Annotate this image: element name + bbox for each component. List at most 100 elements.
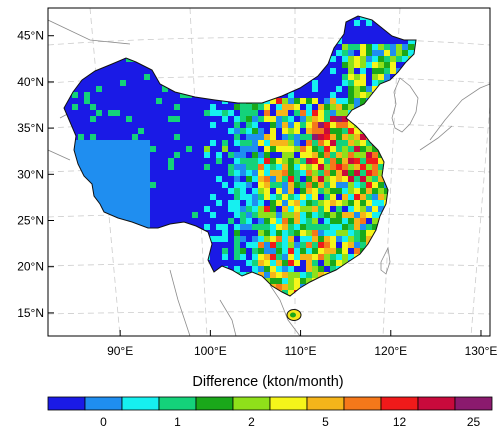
grid-cell bbox=[126, 134, 133, 141]
grid-cell bbox=[348, 32, 355, 39]
grid-cell bbox=[336, 218, 343, 225]
grid-cell bbox=[132, 104, 139, 111]
grid-cell bbox=[270, 128, 277, 135]
grid-cell bbox=[156, 194, 163, 201]
grid-cell bbox=[342, 110, 349, 117]
colorbar-label: 25 bbox=[467, 415, 481, 429]
grid-cell bbox=[96, 194, 103, 201]
grid-cell bbox=[318, 80, 325, 87]
grid-cell bbox=[222, 140, 229, 147]
grid-cell bbox=[78, 158, 85, 165]
grid-cell bbox=[240, 128, 247, 135]
grid-cell bbox=[300, 218, 307, 225]
grid-cell bbox=[234, 116, 241, 123]
gridline bbox=[48, 167, 490, 173]
grid-cell bbox=[156, 218, 163, 225]
grid-cell bbox=[324, 74, 331, 81]
grid-cell bbox=[318, 272, 325, 279]
gridline bbox=[48, 311, 490, 315]
grid-cell bbox=[318, 110, 325, 117]
grid-cell bbox=[228, 104, 235, 111]
map-frame bbox=[47, 7, 491, 337]
grid-cell bbox=[234, 140, 241, 147]
grid-cell bbox=[354, 92, 361, 99]
grid-cell bbox=[330, 116, 337, 123]
grid-cell bbox=[96, 134, 103, 141]
grid-cell bbox=[114, 140, 121, 147]
grid-cell bbox=[312, 260, 319, 267]
grid-cell bbox=[336, 164, 343, 171]
grid-cell bbox=[312, 200, 319, 207]
grid-cell bbox=[264, 170, 271, 177]
grid-cell bbox=[108, 116, 115, 123]
grid-cell bbox=[264, 122, 271, 129]
grid-cell bbox=[264, 116, 271, 123]
grid-cell bbox=[204, 188, 211, 195]
grid-cell bbox=[324, 116, 331, 123]
grid-cell bbox=[126, 122, 133, 129]
grid-cell bbox=[282, 158, 289, 165]
grid-cell bbox=[366, 74, 373, 81]
grid-cell bbox=[378, 74, 385, 81]
grid-cell bbox=[270, 110, 277, 117]
grid-cell bbox=[264, 200, 271, 207]
grid-cell bbox=[336, 200, 343, 207]
grid-cell bbox=[276, 194, 283, 201]
grid-cell bbox=[90, 134, 97, 141]
grid-cell bbox=[210, 236, 217, 243]
grid-cell bbox=[90, 122, 97, 129]
grid-cell bbox=[306, 134, 313, 141]
grid-cell bbox=[360, 74, 367, 81]
grid-cell bbox=[336, 110, 343, 117]
grid-cell bbox=[366, 212, 373, 219]
grid-cell bbox=[360, 86, 367, 93]
grid-cell bbox=[150, 194, 157, 201]
grid-cell bbox=[174, 200, 181, 207]
grid-cell bbox=[120, 98, 127, 105]
grid-cell bbox=[222, 254, 229, 261]
grid-cell bbox=[186, 200, 193, 207]
grid-cell bbox=[150, 206, 157, 213]
grid-cell bbox=[294, 110, 301, 117]
grid-cell bbox=[180, 212, 187, 219]
grid-cell bbox=[318, 188, 325, 195]
grid-cell bbox=[348, 170, 355, 177]
grid-cell bbox=[330, 80, 337, 87]
grid-cell bbox=[162, 98, 169, 105]
grid-cell bbox=[90, 80, 97, 87]
grid-cell bbox=[204, 122, 211, 129]
grid-cell bbox=[342, 92, 349, 99]
grid-cell bbox=[324, 104, 331, 111]
grid-cell bbox=[288, 158, 295, 165]
grid-cell bbox=[204, 134, 211, 141]
grid-cell bbox=[246, 212, 253, 219]
grid-cell bbox=[378, 206, 385, 213]
grid-cell bbox=[288, 104, 295, 111]
grid-cell bbox=[204, 146, 211, 153]
grid-cell bbox=[348, 38, 355, 45]
grid-cell bbox=[144, 80, 151, 87]
grid-cell bbox=[186, 152, 193, 159]
grid-cell bbox=[186, 146, 193, 153]
grid-cell bbox=[96, 170, 103, 177]
grid-cell bbox=[294, 260, 301, 267]
grid-cell bbox=[354, 44, 361, 51]
grid-cell bbox=[252, 158, 259, 165]
grid-cell bbox=[216, 146, 223, 153]
grid-cell bbox=[282, 110, 289, 117]
longitude-tick-label: 120°E bbox=[374, 344, 407, 358]
grid-cell bbox=[372, 80, 379, 87]
grid-cell bbox=[234, 266, 241, 273]
grid-cell bbox=[252, 206, 259, 213]
grid-cell bbox=[318, 164, 325, 171]
grid-cell bbox=[324, 194, 331, 201]
grid-cell bbox=[318, 98, 325, 105]
grid-cell bbox=[120, 188, 127, 195]
grid-cell bbox=[120, 182, 127, 189]
grid-cell bbox=[216, 224, 223, 231]
grid-cell bbox=[342, 62, 349, 69]
grid-cell bbox=[138, 128, 145, 135]
grid-cell bbox=[120, 206, 127, 213]
grid-cell bbox=[186, 176, 193, 183]
grid-cell bbox=[84, 80, 91, 87]
